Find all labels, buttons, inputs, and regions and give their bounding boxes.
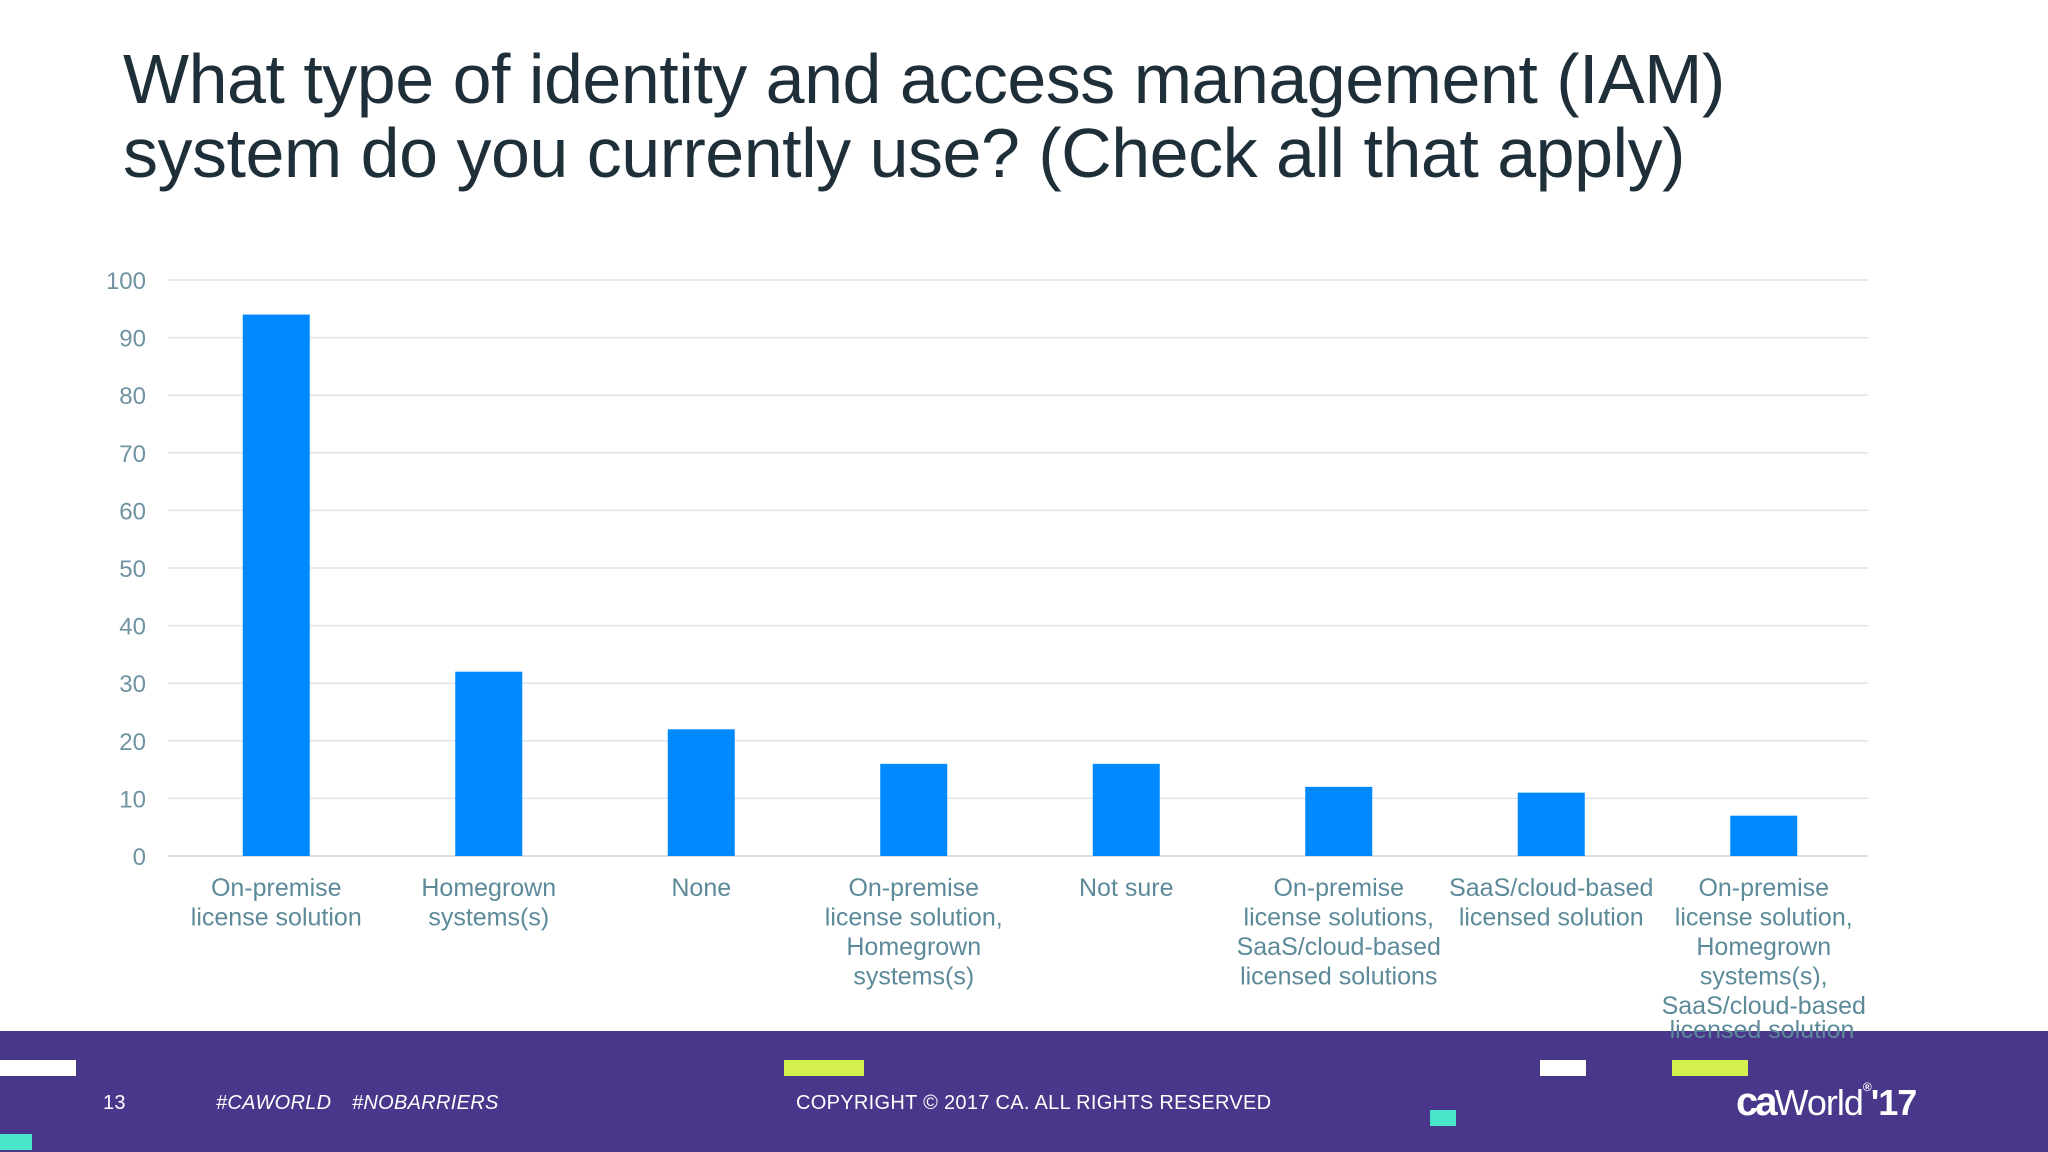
category-label-overflow-line: licensed solution: [1669, 1016, 1855, 1044]
x-category-label-6-line-0: SaaS/cloud-based: [1449, 874, 1653, 902]
x-category-label-1: Homegrown systems(s): [421, 874, 556, 932]
bar-5: [1305, 786, 1373, 856]
x-category-label-5-line-2: SaaS/cloud-based: [1237, 933, 1441, 961]
x-category-label-0: On-premise license solution: [191, 874, 362, 932]
x-category-label-3: On-premise license solution, Homegrown syst…: [825, 874, 1003, 991]
footer-accent-lime-right: [1672, 1060, 1748, 1076]
logo-world-text: World: [1774, 1082, 1864, 1123]
bar-1: [455, 671, 523, 856]
bar-6: [1517, 792, 1585, 856]
x-category-label-5-line-3: licensed solutions: [1240, 963, 1437, 991]
slide-title: What type of identity and access managem…: [123, 42, 1823, 190]
bar-0: [242, 314, 310, 856]
footer-accent-teal-left: [0, 1134, 32, 1150]
bar-4: [1092, 763, 1160, 856]
x-category-label-7-line-3: systems(s),: [1700, 963, 1828, 991]
footer-accent-teal-center: [1430, 1110, 1456, 1126]
y-tick-label-70: 70: [119, 441, 146, 468]
logo-trademark: ®: [1862, 1080, 1872, 1094]
x-category-label-0-line-1: license solution: [191, 904, 362, 932]
logo-year: '17: [1870, 1082, 1918, 1123]
x-category-label-4: Not sure: [1079, 874, 1173, 902]
ca-logo-mark: ca: [1736, 1080, 1777, 1124]
x-category-label-7-line-0: On-premise: [1698, 874, 1829, 902]
x-category-label-7: On-premise license solution, Homegrown syst…: [1662, 874, 1866, 1020]
bar-3: [880, 763, 948, 856]
x-category-label-0-line-0: On-premise: [211, 874, 342, 902]
y-tick-label-20: 20: [119, 729, 146, 756]
x-category-label-7-line-4: SaaS/cloud-based: [1662, 992, 1866, 1020]
y-tick-label-0: 0: [133, 844, 146, 871]
slide-title-line-1: What type of identity and access managem…: [123, 40, 1725, 118]
ca-world-logo: caWorld®'17: [1736, 1080, 1918, 1125]
x-category-label-6: SaaS/cloud-based licensed solution: [1449, 874, 1653, 932]
hashtag-caworld: #CAWORLD: [216, 1092, 332, 1114]
hashtag-nobarriers: #NOBARRIERS: [352, 1092, 499, 1114]
x-category-label-6-line-1: licensed solution: [1459, 904, 1644, 932]
page-number: 13: [103, 1092, 126, 1114]
x-category-label-3-line-0: On-premise: [848, 874, 979, 902]
slide-title-line-2: system do you currently use? (Check all …: [123, 114, 1685, 192]
y-tick-label-100: 100: [106, 268, 146, 295]
x-category-label-3-line-3: systems(s): [853, 963, 974, 991]
x-category-label-1-line-1: systems(s): [428, 904, 549, 932]
y-tick-label-10: 10: [119, 786, 146, 813]
x-category-label-2: None: [671, 874, 731, 902]
x-category-label-7-line-2: Homegrown: [1696, 933, 1831, 961]
y-tick-label-40: 40: [119, 614, 146, 641]
footer-accent-white-right: [1540, 1060, 1586, 1076]
x-category-label-3-line-1: license solution,: [825, 904, 1003, 932]
footer-accent-white-left: [0, 1060, 76, 1076]
footer-accent-lime-center: [784, 1060, 864, 1076]
copyright-text: COPYRIGHT © 2017 CA. ALL RIGHTS RESERVED: [796, 1092, 1272, 1114]
bar-7: [1730, 815, 1798, 856]
x-category-label-5: On-premise license solutions, SaaS/cloud-b…: [1237, 874, 1441, 991]
x-category-label-4-line-0: Not sure: [1079, 874, 1173, 902]
footer-bar: [0, 1031, 2048, 1152]
y-tick-label-30: 30: [119, 671, 146, 698]
x-category-label-1-line-0: Homegrown: [421, 874, 556, 902]
x-category-label-5-line-0: On-premise: [1273, 874, 1404, 902]
y-tick-label-50: 50: [119, 556, 146, 583]
bar-2: [667, 729, 735, 856]
x-category-label-2-line-0: None: [671, 874, 731, 902]
x-category-label-3-line-2: Homegrown: [846, 933, 981, 961]
x-category-label-5-line-1: license solutions,: [1244, 904, 1434, 932]
y-tick-label-60: 60: [119, 498, 146, 525]
y-tick-label-80: 80: [119, 383, 146, 410]
x-category-label-7-line-1: license solution,: [1675, 904, 1853, 932]
y-tick-label-90: 90: [119, 326, 146, 353]
